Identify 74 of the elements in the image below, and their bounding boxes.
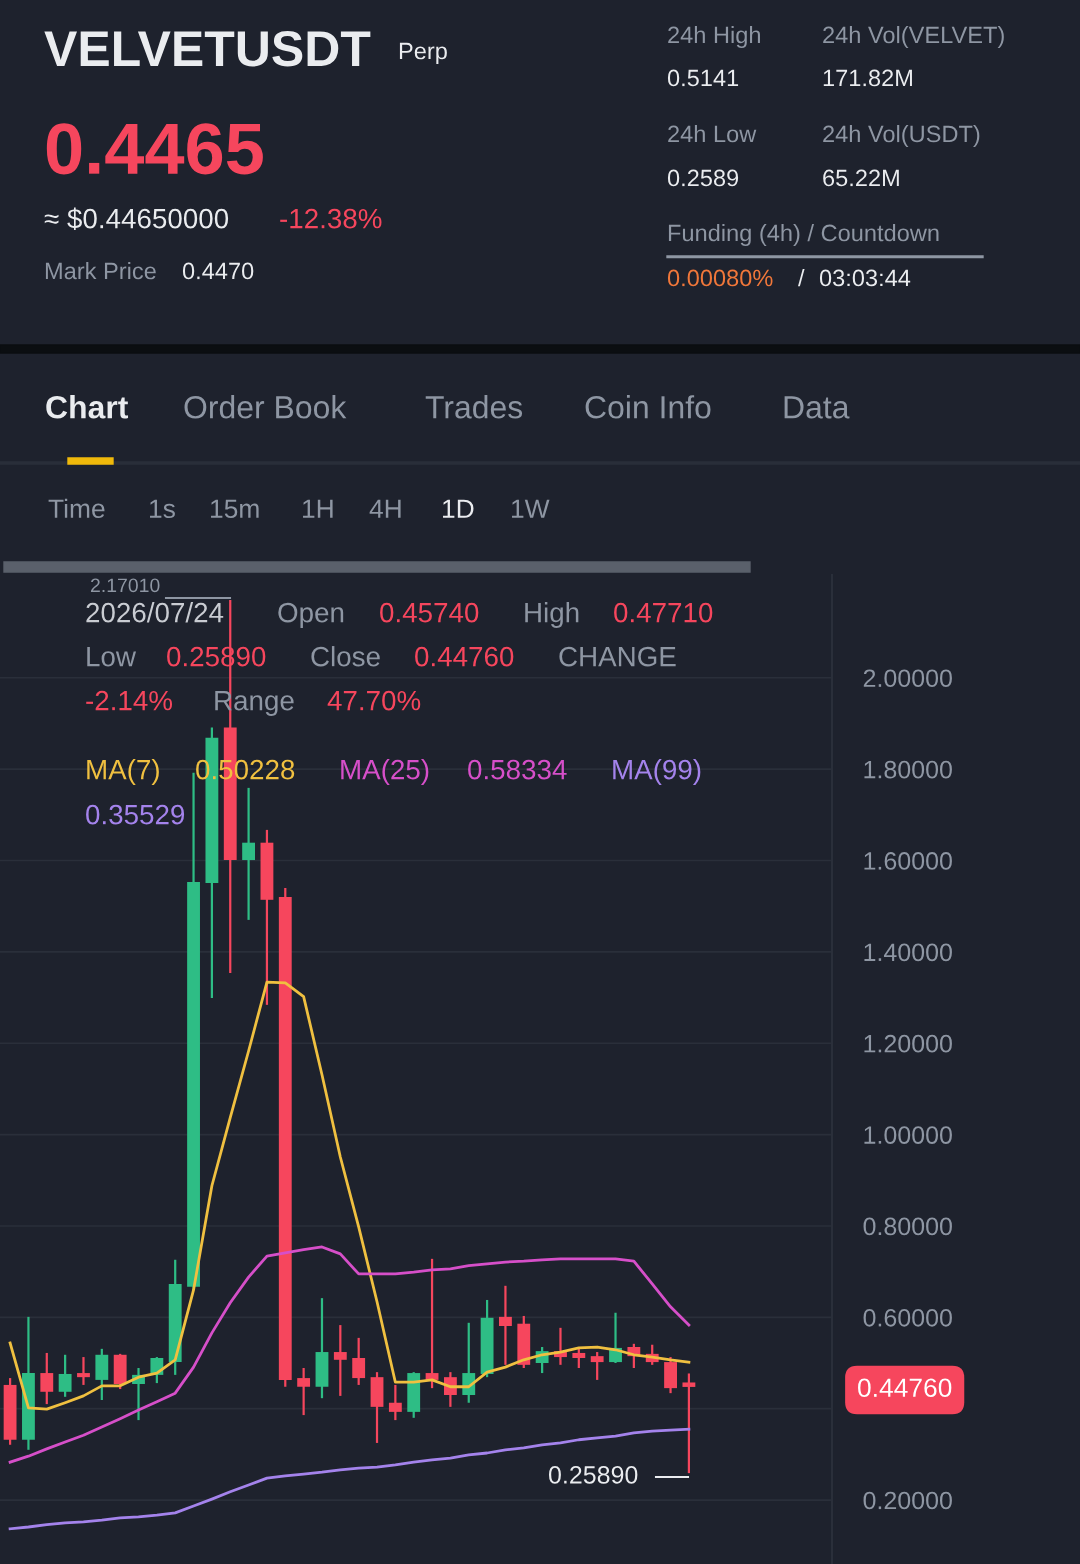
candlestick <box>388 1383 402 1422</box>
y-tick-label: 1.80000 <box>864 760 952 779</box>
annotation: Open <box>278 602 344 628</box>
annotation: 0.58334 <box>468 759 567 780</box>
text: Trades <box>425 395 523 419</box>
text: 0.44760 <box>858 1378 952 1398</box>
text: 1W <box>512 499 550 518</box>
annotation: Close <box>311 646 380 667</box>
text: 0.4470 <box>182 262 254 280</box>
text: MA(99) <box>613 759 701 785</box>
chart-subtitle: Perp <box>399 42 447 65</box>
chart-title: VELVETUSDT <box>44 31 371 67</box>
text: MA(7) <box>87 759 159 785</box>
y-tick-label: 0.60000 <box>863 1308 952 1327</box>
annotation: 0.47710 <box>614 602 713 623</box>
text: Coin Info <box>585 395 711 419</box>
candlestick <box>77 1355 90 1387</box>
line-series <box>8 1427 691 1531</box>
annotation: 0.25890 <box>548 1466 638 1484</box>
annotation: 0.44760 <box>415 646 514 667</box>
candlestick <box>297 1366 311 1417</box>
y-tick-label: 0.20000 <box>863 1491 952 1510</box>
text: 1s <box>150 499 175 519</box>
y-tick-label: 2.00000 <box>863 669 952 688</box>
candlestick <box>40 1351 54 1406</box>
text: 4H <box>369 499 401 518</box>
candlestick <box>58 1353 72 1398</box>
text: 24h Vol(USDT) <box>823 125 980 147</box>
candlestick <box>590 1350 604 1382</box>
text: 0.00080% <box>667 269 773 287</box>
text: 24h Vol(VELVET) <box>823 26 1004 48</box>
annotation: 47.70% <box>327 690 421 711</box>
y-tick-label: 1.60000 <box>864 852 952 870</box>
text: Funding (4h) / Countdown <box>668 224 939 247</box>
text: 1D <box>443 499 474 518</box>
candlestick <box>499 1284 512 1366</box>
annotation: 2026/07/24 <box>86 602 224 623</box>
text: ≈ $0.44650000 <box>44 207 229 231</box>
annotation: -2.14% <box>86 690 173 711</box>
y-tick-label: 1.00000 <box>864 1126 952 1144</box>
candlestick <box>242 786 256 921</box>
candlestick <box>333 1323 347 1397</box>
text: 1H <box>303 499 333 518</box>
text: Time <box>48 498 105 519</box>
annotation: CHANGE <box>559 646 676 667</box>
annotation: Low <box>87 647 137 667</box>
candlestick <box>682 1372 696 1475</box>
text: 03:03:44 <box>819 269 911 287</box>
text: Order Book <box>184 395 347 419</box>
annotation: High <box>525 602 579 628</box>
text: 171.82M <box>823 69 912 87</box>
text: Chart <box>46 395 129 419</box>
text: 24h High <box>668 26 760 49</box>
annotation: 0.35529 <box>86 804 185 825</box>
candlestick <box>352 1336 366 1387</box>
y-tick-label: 1.40000 <box>864 943 952 962</box>
text: 15m <box>211 499 259 519</box>
text: 0.4465 <box>46 123 263 175</box>
text: MA(25) <box>341 759 429 785</box>
text: -12.38% <box>280 208 382 229</box>
annotation: 0.45740 <box>380 602 479 623</box>
annotation: 2.17010 <box>90 578 160 593</box>
text: 0.2589 <box>667 169 739 187</box>
text: / <box>798 269 805 287</box>
text: Mark Price <box>45 262 156 280</box>
y-tick-label: 1.20000 <box>864 1034 952 1053</box>
text: 0.5141 <box>667 69 739 87</box>
line-series <box>8 980 691 1411</box>
text: Data <box>784 396 850 419</box>
text: 65.22M <box>823 169 899 187</box>
candlestick <box>572 1346 586 1370</box>
line-series <box>8 1245 691 1464</box>
text: 24h Low <box>668 125 757 143</box>
y-tick-label: 0.80000 <box>863 1217 952 1236</box>
